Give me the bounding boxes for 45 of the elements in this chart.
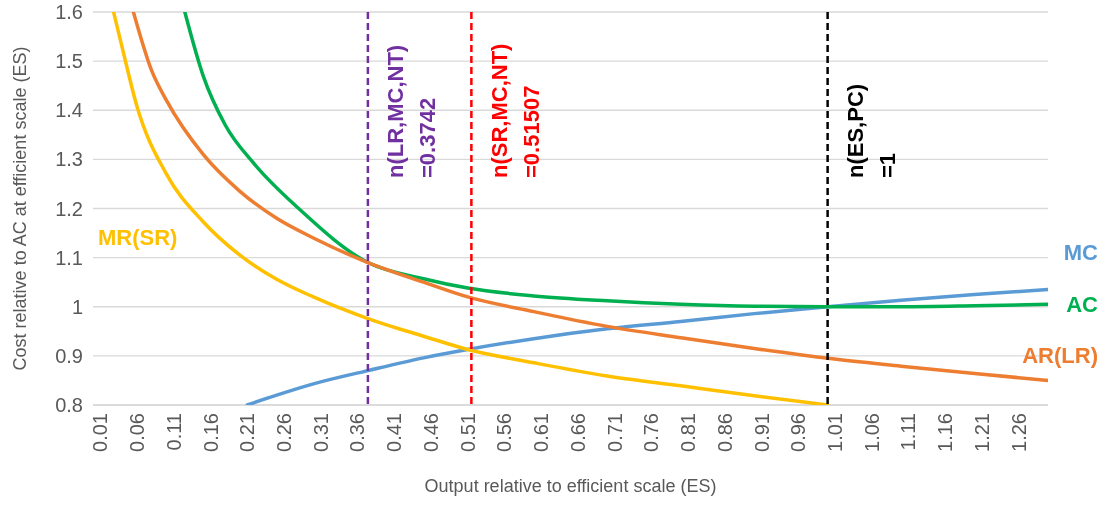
x-tick-label: 1.21 [970, 413, 993, 452]
series-label: MR(SR) [98, 225, 178, 251]
x-tick-label: 0.76 [640, 413, 663, 452]
series-label: AC [1066, 291, 1099, 317]
x-tick-label: 1.16 [934, 413, 957, 452]
x-tick-label: 1.06 [860, 413, 883, 452]
x-tick-label: 0.36 [346, 413, 369, 452]
y-tick-label: 1.3 [55, 148, 83, 171]
x-tick-label: 1.11 [897, 413, 920, 451]
x-tick-label: 0.71 [603, 413, 626, 452]
x-tick-label: 0.31 [309, 413, 332, 452]
x-tick-label: 0.41 [383, 413, 406, 452]
x-tick-label: 0.56 [493, 413, 516, 452]
y-tick-label: 0.9 [55, 344, 83, 367]
x-tick-label: 0.66 [566, 413, 589, 452]
y-tick-label: 1.4 [55, 99, 83, 122]
x-tick-label: 1.26 [1007, 413, 1030, 452]
series-label: AR(LR) [1022, 342, 1098, 368]
x-tick-label: 0.91 [750, 413, 773, 452]
x-tick-label: 0.26 [273, 413, 295, 452]
y-axis-title: Cost relative to AC at efficient scale (ES) [10, 46, 30, 371]
y-tick-label: 1.5 [55, 50, 83, 73]
x-tick-label: 0.96 [787, 413, 810, 452]
line-series [183, 12, 1048, 309]
x-tick-label: 0.01 [89, 413, 112, 452]
x-tick-label: 1.01 [823, 413, 846, 452]
ref-line-label: n(LR,MC,NT) =0.3742 [383, 44, 441, 178]
ref-line-label: n(ES,PC) =1 [843, 83, 901, 178]
x-tick-label: 0.21 [236, 413, 259, 452]
x-tick-label: 0.51 [456, 413, 479, 452]
y-tick-label: 1.6 [55, 1, 83, 23]
x-tick-label: 0.16 [199, 413, 222, 452]
y-tick-label: 0.8 [55, 394, 83, 416]
y-tick-label: 1.2 [55, 197, 83, 220]
series-label: MC [1063, 240, 1099, 266]
x-tick-label: 0.86 [713, 413, 736, 452]
x-tick-label: 0.11 [162, 413, 185, 451]
x-axis-title: Output relative to efficient scale (ES) [424, 476, 717, 496]
y-tick-label: 1.1 [55, 246, 83, 269]
x-tick-label: 0.06 [126, 413, 149, 452]
y-tick-label: 1 [71, 295, 83, 318]
x-tick-label: 0.46 [419, 413, 442, 452]
x-tick-label: 0.81 [677, 413, 700, 452]
x-tick-label: 0.61 [530, 413, 553, 452]
ref-line-label: n(SR,MC,NT) =0.51507 [486, 43, 544, 178]
